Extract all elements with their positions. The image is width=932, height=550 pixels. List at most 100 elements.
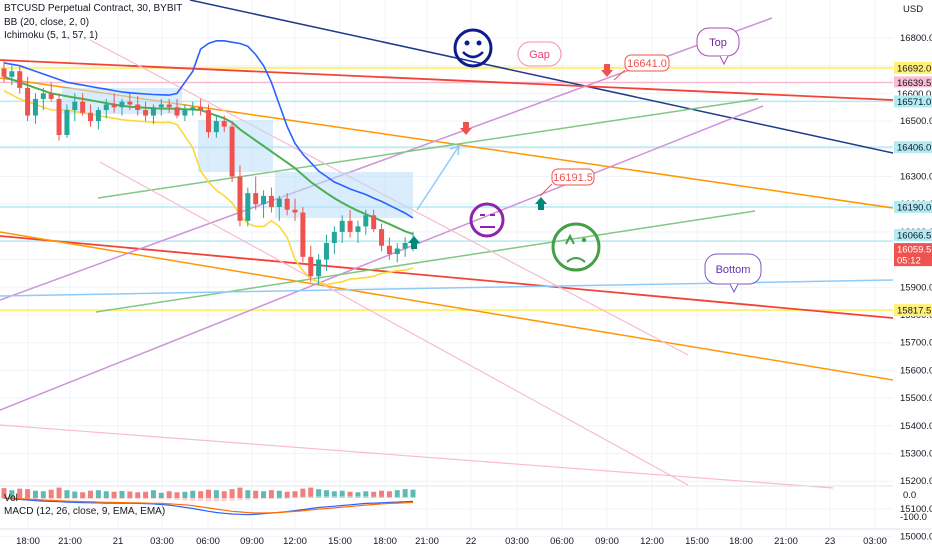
volume-axis-label: 0.0 — [903, 490, 916, 501]
volume-bar — [229, 489, 235, 498]
time-tick-label: 18:00 — [373, 536, 397, 547]
volume-bar — [80, 492, 86, 498]
volume-bar — [355, 492, 361, 498]
candle-body — [268, 195, 274, 207]
candle-body — [308, 256, 314, 277]
time-axis[interactable]: 18:00 21:00 21 03:00 06:00 09:00 12:00 15:00 18:… — [0, 485, 932, 547]
time-tick-label: 09:00 — [595, 536, 619, 547]
legend-macd[interactable]: MACD (12, 26, close, 9, EMA, EMA) — [4, 506, 166, 517]
macd-histogram-bar — [276, 497, 282, 499]
legend-ichimoku[interactable]: Ichimoku (5, 1, 57, 1) — [4, 30, 98, 41]
macd-histogram-bar — [245, 498, 251, 501]
volume-bar — [379, 490, 385, 498]
volume-bar — [253, 490, 259, 498]
candle-body — [72, 101, 78, 111]
candle-body — [331, 231, 337, 243]
macd-histogram-bar — [119, 498, 125, 499]
macd-histogram-bar — [386, 496, 392, 498]
macd-histogram-bar — [316, 496, 322, 498]
candle-body — [40, 93, 46, 99]
top-callout-tail — [719, 55, 729, 66]
price-tag-label: 16600.0 — [897, 89, 931, 100]
macd-histogram-bar — [379, 496, 385, 498]
macd-histogram-bar — [331, 496, 337, 498]
happy-face-icon — [453, 28, 493, 68]
price-tag-label: 05:12 — [897, 256, 921, 267]
macd-histogram-bar — [190, 498, 196, 501]
candle-body — [221, 121, 227, 127]
legend-symbol[interactable]: BTCUSD Perpetual Contract, 30, BYBIT — [4, 3, 183, 14]
candle-body — [402, 242, 408, 249]
volume-bar — [323, 490, 329, 498]
candle-body — [379, 229, 385, 246]
time-tick-label: 22 — [466, 536, 477, 547]
legend-vol[interactable]: Vol — [4, 493, 18, 504]
candle-body — [386, 245, 392, 255]
candle-body — [363, 215, 369, 227]
time-tick-label: 15:00 — [328, 536, 352, 547]
trend-line — [0, 424, 834, 489]
trend-line — [0, 59, 894, 101]
volume-bar — [261, 491, 267, 498]
volume-bar — [221, 491, 227, 498]
macd-histogram-bar — [143, 498, 149, 499]
volume-bar — [127, 491, 133, 498]
candle-body — [80, 101, 86, 113]
candle-body — [261, 195, 267, 205]
volume-bar — [17, 488, 23, 498]
price-tag-label: 16190.0 — [897, 202, 931, 213]
legend-bb[interactable]: BB (20, close, 2, 0) — [4, 17, 90, 28]
candle-body — [127, 101, 133, 105]
volume-bar — [135, 492, 141, 498]
candle-body — [229, 126, 235, 177]
volume-bar — [174, 492, 180, 498]
candle-body — [347, 220, 353, 232]
price-tag-bg — [894, 243, 932, 256]
macd-histogram-bar — [95, 498, 101, 499]
volume-bar — [9, 490, 15, 498]
volume-bar — [237, 487, 243, 498]
price-tick-label: 16300.0 — [900, 172, 932, 183]
down-arrow-icon — [460, 122, 472, 135]
trend-line — [0, 235, 894, 319]
time-tick-label: 03:00 — [505, 536, 529, 547]
price-tag-bg — [894, 61, 932, 74]
happy-face-eye — [464, 40, 470, 46]
volume-bar — [32, 490, 38, 498]
price-axis[interactable]: USD16800.016700.016600.016500.016400.016… — [893, 0, 932, 550]
time-tick-label: 03:00 — [863, 536, 887, 547]
macd-histogram-bar — [56, 498, 62, 500]
mid-callout-pointer — [539, 183, 553, 197]
price-tick-label: 16500.0 — [900, 116, 932, 127]
sad-face-eye — [565, 233, 575, 245]
candle-body — [119, 101, 125, 108]
candle-body — [174, 107, 180, 116]
macd-histogram-bar — [347, 496, 353, 498]
candle-body — [323, 242, 329, 260]
price-tag-bg — [894, 229, 932, 242]
bb-upper-line — [3, 40, 414, 219]
candle-body — [253, 193, 259, 205]
sad-face-icon — [551, 222, 601, 272]
macd-histogram-bar — [268, 498, 274, 499]
bottom-callout-label: Bottom — [716, 264, 751, 276]
volume-bar — [198, 491, 204, 498]
volume-bar — [268, 490, 274, 498]
price-tag-bg — [894, 95, 932, 108]
volume-bar — [48, 489, 54, 498]
macd-histogram-bar — [198, 498, 204, 502]
candle-body — [190, 107, 196, 111]
price-tick-label: 15300.0 — [900, 449, 932, 460]
volume-bar — [347, 491, 353, 498]
gap-callout-label: Gap — [529, 49, 550, 61]
mid-price-callout-label: 16191.5 — [553, 172, 593, 184]
price-tag-bg — [894, 304, 932, 317]
trend-line — [95, 210, 756, 313]
time-tick-label: 03:00 — [150, 536, 174, 547]
volume-bar — [402, 489, 408, 498]
price-tick-label: 15400.0 — [900, 421, 932, 432]
range-zone — [275, 172, 413, 218]
projection-line — [416, 145, 460, 211]
time-tick-label: 06:00 — [196, 536, 220, 547]
